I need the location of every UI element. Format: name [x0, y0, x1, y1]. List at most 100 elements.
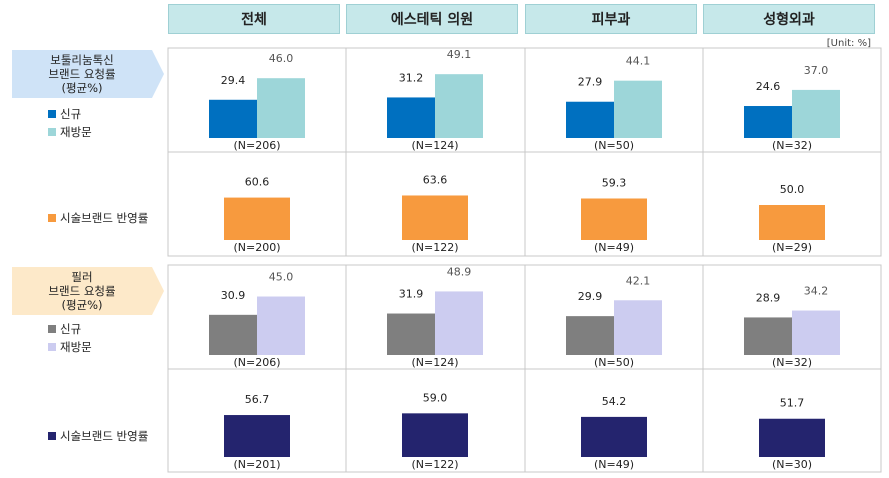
legend-swatch-botox-brand	[48, 214, 56, 222]
filler-request-bar-revisit-2	[614, 300, 662, 355]
filler-brand-n-label-2: (N=49)	[594, 458, 634, 471]
botox-brand-bar-3	[759, 205, 825, 240]
botox-tag-shape	[12, 50, 164, 98]
legend-botox-brand: 시술브랜드 반영률	[48, 210, 148, 226]
botox-tag-line-2: 브랜드 요청률	[48, 67, 116, 81]
filler-brand-bar-2	[581, 416, 647, 457]
botox-request-value-label-revisit-0: 46.0	[269, 52, 294, 65]
legend-label-filler-revisit: 재방문	[60, 340, 92, 354]
botox-brand-n-label-0: (N=200)	[233, 241, 280, 254]
filler-request-value-label-revisit-1: 48.9	[447, 265, 472, 278]
legend-botox-new: 신규	[48, 106, 81, 122]
legend-swatch-filler-new	[48, 325, 56, 333]
filler-tag-line-1: 필러	[71, 270, 93, 284]
botox-request-n-label-0: (N=206)	[233, 139, 280, 152]
filler-request-bar-revisit-0	[257, 296, 305, 355]
filler-request-bar-new-2	[566, 316, 614, 355]
legend-swatch-filler-brand	[48, 432, 56, 440]
filler-request-value-label-revisit-3: 34.2	[804, 285, 829, 298]
botox-brand-bar-0	[224, 197, 290, 240]
filler-request-bar-new-3	[744, 317, 792, 355]
legend-botox-revisit: 재방문	[48, 124, 92, 140]
filler-request-n-label-3: (N=32)	[772, 356, 812, 369]
botox-request-bar-revisit-3	[792, 89, 840, 138]
botox-request-value-label-new-2: 27.9	[578, 76, 603, 89]
botox-request-bar-revisit-0	[257, 78, 305, 138]
filler-brand-n-label-1: (N=122)	[411, 458, 458, 471]
legend-label-botox-revisit: 재방문	[60, 125, 92, 139]
filler-request-bar-new-0	[209, 314, 257, 355]
botox-brand-bar-1	[402, 195, 468, 240]
botox-brand-n-label-1: (N=122)	[411, 241, 458, 254]
botox-request-bar-revisit-1	[435, 74, 483, 138]
botox-brand-n-label-2: (N=49)	[594, 241, 634, 254]
legend-swatch-botox-revisit	[48, 128, 56, 136]
filler-request-value-label-new-3: 28.9	[756, 291, 781, 304]
botox-brand-value-label-3: 50.0	[780, 183, 805, 196]
filler-request-n-label-2: (N=50)	[594, 356, 634, 369]
legend-label-botox-new: 신규	[60, 107, 82, 121]
botox-request-bar-revisit-2	[614, 80, 662, 138]
column-header-aesthetic-clinic: 에스테틱 의원	[346, 4, 518, 34]
botox-request-value-label-revisit-3: 37.0	[804, 64, 829, 77]
botox-request-n-label-2: (N=50)	[594, 139, 634, 152]
legend-swatch-filler-revisit	[48, 343, 56, 351]
botox-request-bar-new-0	[209, 99, 257, 138]
legend-label-botox-brand: 시술브랜드 반영률	[60, 211, 149, 225]
filler-request-value-label-new-1: 31.9	[399, 288, 424, 301]
botox-tag-text: 보툴리눔톡신 브랜드 요청률 (평균%)	[12, 50, 152, 98]
filler-request-value-label-revisit-0: 45.0	[269, 271, 294, 284]
botox-brand-value-label-0: 60.6	[245, 176, 270, 189]
legend-swatch-botox-new	[48, 110, 56, 118]
botox-request-value-label-revisit-1: 49.1	[447, 48, 472, 61]
filler-request-value-label-new-0: 30.9	[221, 289, 246, 302]
filler-brand-n-label-0: (N=201)	[233, 458, 280, 471]
filler-request-bar-revisit-1	[435, 291, 483, 355]
filler-request-n-label-1: (N=124)	[411, 356, 458, 369]
legend-filler-new: 신규	[48, 321, 81, 337]
legend-filler-revisit: 재방문	[48, 339, 92, 355]
botox-request-value-label-revisit-2: 44.1	[626, 55, 651, 68]
filler-section-tag: 필러 브랜드 요청률 (평균%)	[12, 267, 164, 315]
filler-brand-n-label-3: (N=30)	[772, 458, 812, 471]
column-header-total: 전체	[168, 4, 340, 34]
filler-brand-bar-1	[402, 413, 468, 457]
legend-label-filler-new: 신규	[60, 322, 82, 336]
filler-tag-line-2: 브랜드 요청률	[48, 284, 116, 298]
column-header-plastic-surgery: 성형외과	[703, 4, 875, 34]
botox-request-bar-new-3	[744, 106, 792, 138]
botox-tag-line-3: (평균%)	[61, 81, 103, 95]
botox-tag-line-1: 보툴리눔톡신	[50, 53, 114, 67]
botox-brand-bar-2	[581, 198, 647, 240]
botox-request-value-label-new-3: 24.6	[756, 80, 781, 93]
botox-section-tag: 보툴리눔톡신 브랜드 요청률 (평균%)	[12, 50, 164, 98]
botox-request-value-label-new-0: 29.4	[221, 74, 246, 87]
botox-request-n-label-3: (N=32)	[772, 139, 812, 152]
unit-label: [Unit: %]	[826, 38, 871, 49]
filler-brand-value-label-2: 54.2	[602, 395, 627, 408]
filler-brand-bar-3	[759, 418, 825, 457]
botox-request-n-label-1: (N=124)	[411, 139, 458, 152]
botox-request-value-label-new-1: 31.2	[399, 71, 424, 84]
filler-tag-line-3: (평균%)	[61, 298, 103, 312]
filler-brand-value-label-3: 51.7	[780, 397, 805, 410]
legend-filler-brand: 시술브랜드 반영률	[48, 428, 148, 444]
filler-request-bar-revisit-3	[792, 310, 840, 355]
botox-brand-n-label-3: (N=29)	[772, 241, 812, 254]
botox-request-bar-new-2	[566, 101, 614, 138]
filler-tag-shape	[12, 267, 164, 315]
filler-brand-value-label-1: 59.0	[423, 391, 448, 404]
filler-brand-value-label-0: 56.7	[245, 393, 270, 406]
legend-label-filler-brand: 시술브랜드 반영률	[60, 429, 149, 443]
filler-request-bar-new-1	[387, 313, 435, 355]
filler-request-n-label-0: (N=206)	[233, 356, 280, 369]
filler-brand-bar-0	[224, 415, 290, 457]
filler-request-value-label-revisit-2: 42.1	[626, 274, 651, 287]
botox-brand-value-label-2: 59.3	[602, 176, 627, 189]
filler-tag-text: 필러 브랜드 요청률 (평균%)	[12, 267, 152, 315]
filler-request-value-label-new-2: 29.9	[578, 290, 603, 303]
botox-request-bar-new-1	[387, 97, 435, 138]
column-header-dermatology: 피부과	[525, 4, 697, 34]
botox-brand-value-label-1: 63.6	[423, 173, 448, 186]
